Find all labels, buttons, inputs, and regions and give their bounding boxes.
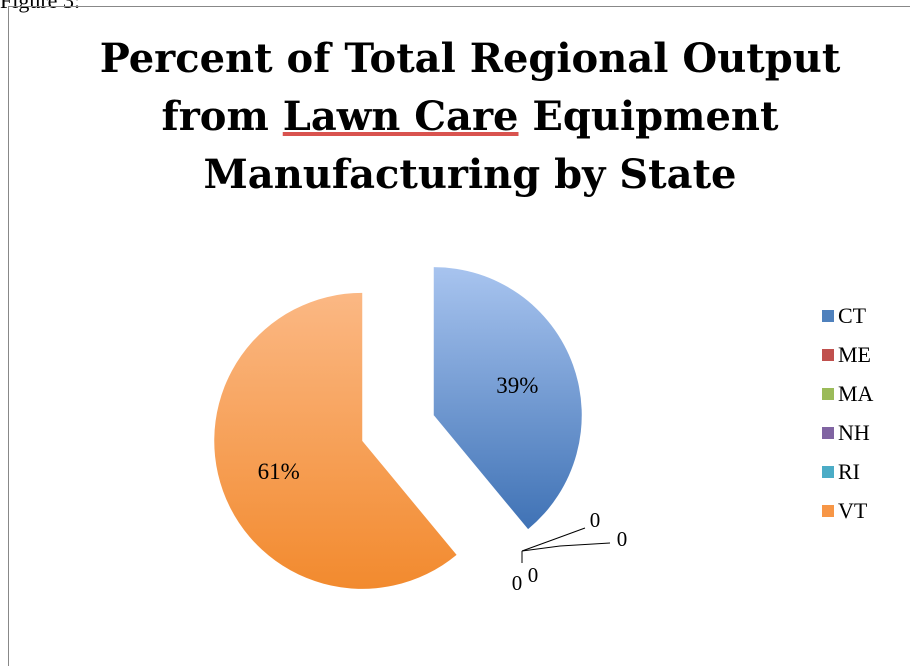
legend-item-me: ME <box>822 335 873 374</box>
data-label-vt: 61% <box>258 459 300 484</box>
legend-label-ct: CT <box>838 302 867 328</box>
title-line-2-suffix: Equipment <box>518 93 779 140</box>
legend: CT ME MA NH RI VT <box>822 296 873 530</box>
title-line-3: Manufacturing by State <box>203 151 737 198</box>
legend-item-ri: RI <box>822 452 873 491</box>
legend-item-ma: MA <box>822 374 873 413</box>
legend-label-ri: RI <box>838 458 860 484</box>
data-label-nh: 0 <box>528 563 539 587</box>
legend-item-nh: NH <box>822 413 873 452</box>
legend-swatch-ct <box>822 309 834 322</box>
legend-swatch-nh <box>822 426 834 439</box>
title-line-2-prefix: from <box>161 93 283 140</box>
legend-swatch-ri <box>822 465 834 478</box>
title-line-1: Percent of Total Regional Output <box>99 35 841 82</box>
title-underlined-phrase: Lawn Care <box>282 93 519 140</box>
pie-slice-ct <box>433 267 582 530</box>
legend-label-me: ME <box>838 341 871 367</box>
legend-swatch-vt <box>822 504 834 517</box>
legend-swatch-me <box>822 348 834 361</box>
chart-title: Percent of Total Regional Output from La… <box>70 30 870 204</box>
title-line-2: from Lawn Care Equipment <box>70 88 870 146</box>
legend-label-vt: VT <box>838 497 868 523</box>
legend-label-ma: MA <box>838 380 874 406</box>
legend-item-ct: CT <box>822 296 873 335</box>
data-label-ct: 39% <box>496 373 538 398</box>
data-label-ma: 0 <box>617 527 628 551</box>
data-label-me: 0 <box>590 508 601 532</box>
leader-line-ma <box>521 542 611 552</box>
pie-slice-vt <box>214 292 457 589</box>
legend-swatch-ma <box>822 387 834 400</box>
legend-label-nh: NH <box>838 419 870 445</box>
chart-frame <box>8 6 910 666</box>
legend-item-vt: VT <box>822 491 873 530</box>
data-label-ri: 0 <box>512 571 523 595</box>
pie-slices <box>214 267 582 589</box>
leader-line-me <box>521 527 586 552</box>
